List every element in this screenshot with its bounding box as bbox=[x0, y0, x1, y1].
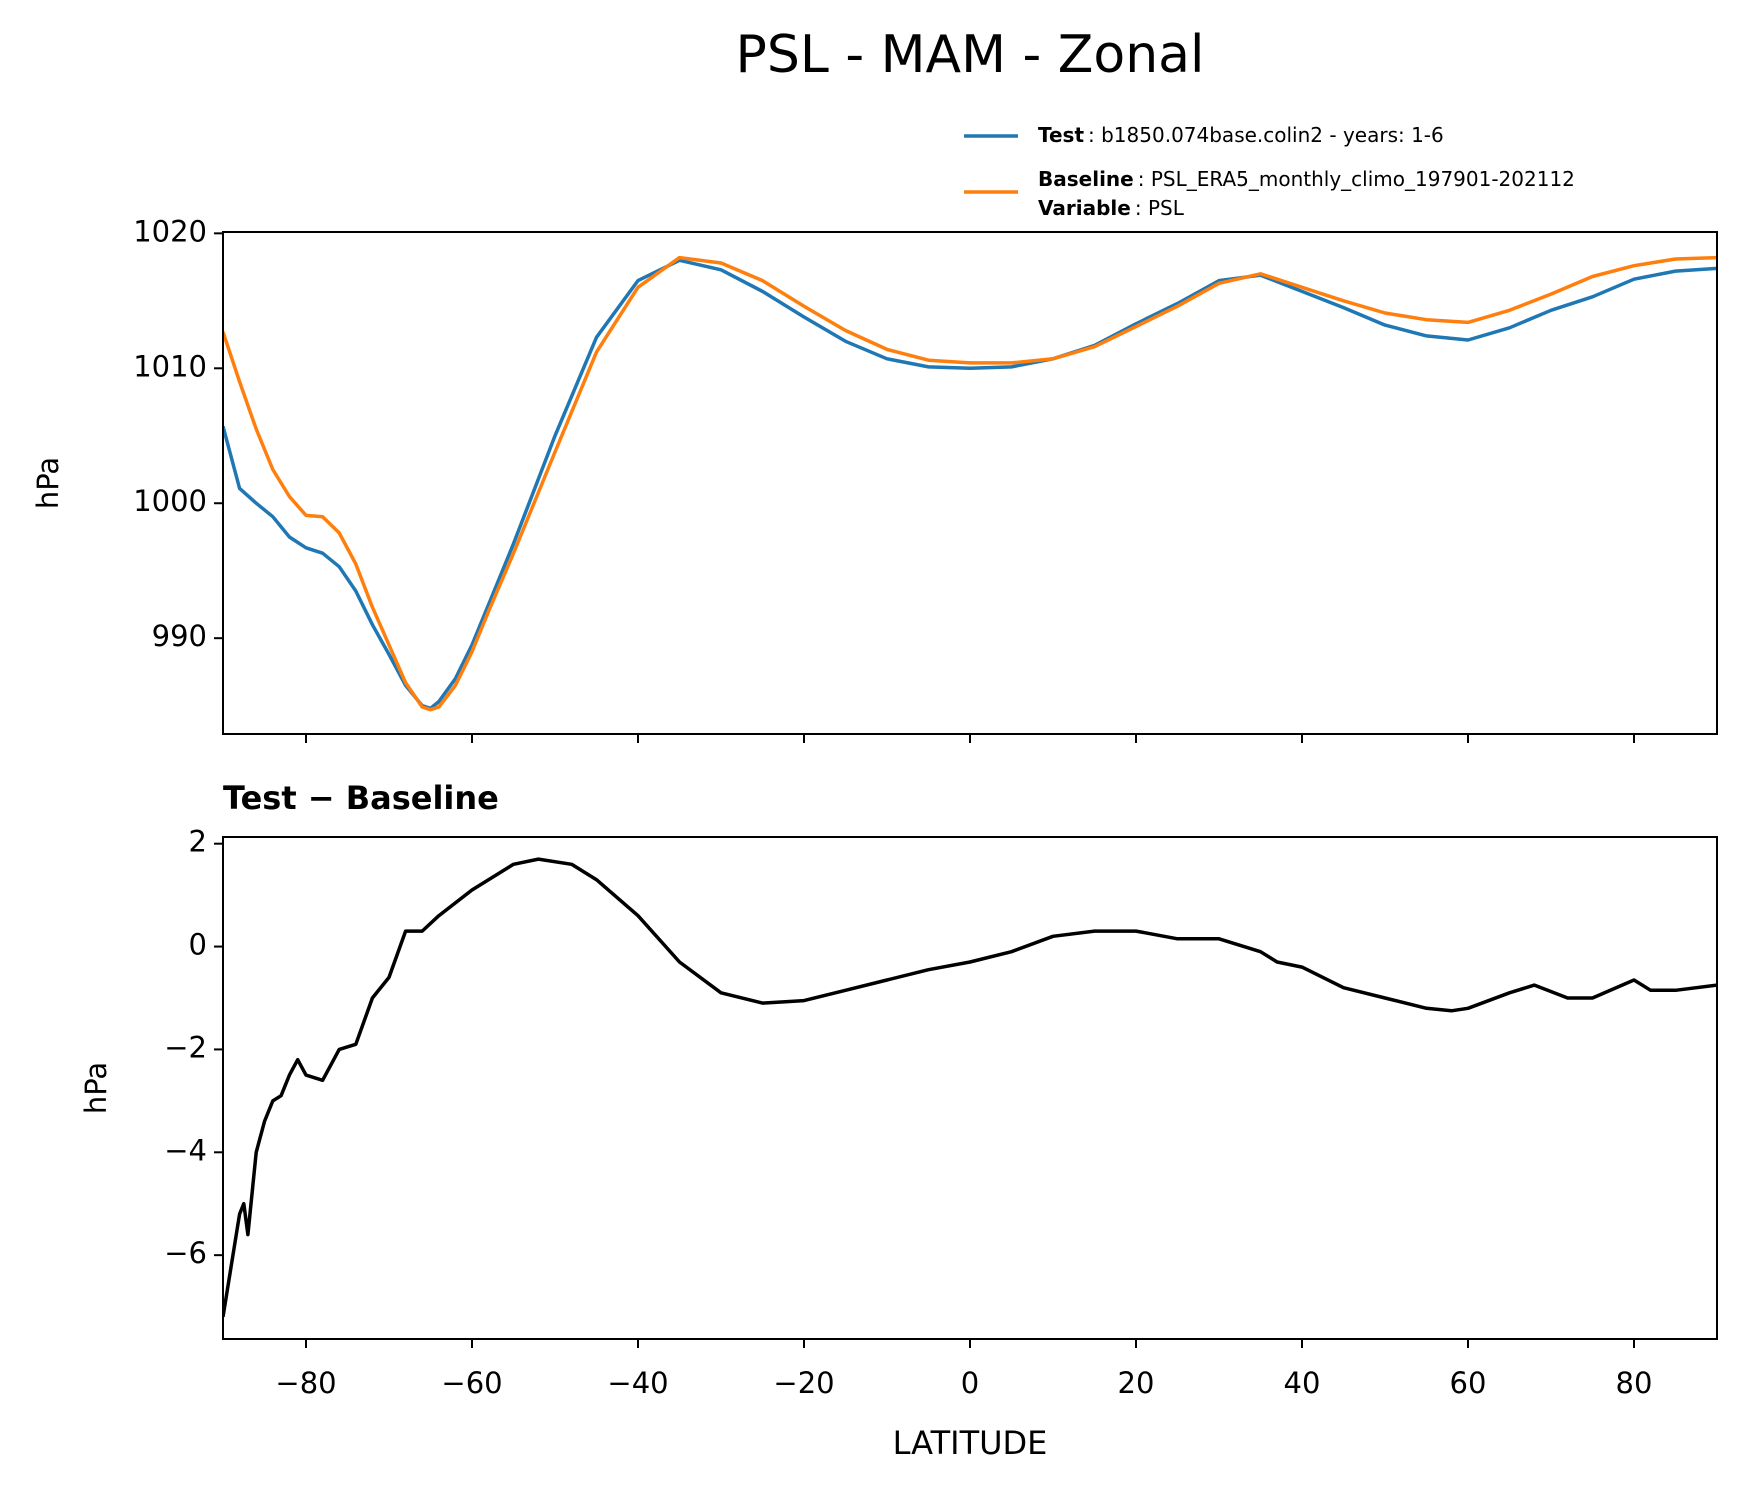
y-axis-label: hPa bbox=[79, 1062, 113, 1114]
y-tick-label: 0 bbox=[189, 928, 207, 962]
y-tick-label: 990 bbox=[152, 619, 207, 653]
axes-frame bbox=[222, 231, 1718, 735]
legend-name: Variable bbox=[1038, 196, 1131, 220]
legend-name: Baseline bbox=[1038, 167, 1134, 191]
legend-description: : PSL_ERA5_monthly_climo_197901-202112 bbox=[1138, 167, 1575, 191]
legend-description: : PSL bbox=[1135, 196, 1185, 220]
legend-name: Test bbox=[1038, 123, 1084, 147]
x-tick-label: −20 bbox=[773, 1366, 834, 1400]
y-axis-label: hPa bbox=[31, 457, 65, 509]
plot-area bbox=[223, 857, 1717, 1318]
legend-entry: Test: b1850.074base.colin2 - years: 1-6 bbox=[1038, 123, 1444, 147]
x-tick-label: −80 bbox=[275, 1366, 336, 1400]
x-axis-label: LATITUDE bbox=[893, 1424, 1048, 1462]
x-tick-label: −40 bbox=[607, 1366, 668, 1400]
y-tick-label: −2 bbox=[164, 1030, 207, 1064]
data-line bbox=[223, 255, 1717, 712]
x-tick-label: 20 bbox=[1118, 1366, 1155, 1400]
legend-description: : b1850.074base.colin2 - years: 1-6 bbox=[1088, 123, 1444, 147]
y-tick-label: 1020 bbox=[133, 214, 207, 248]
y-tick-label: 1000 bbox=[133, 484, 207, 518]
y-tick-label: 2 bbox=[189, 825, 207, 859]
x-tick-label: 80 bbox=[1616, 1366, 1653, 1400]
data-line bbox=[223, 857, 1717, 1318]
x-tick-label: 40 bbox=[1284, 1366, 1321, 1400]
y-tick-label: −4 bbox=[164, 1133, 207, 1167]
plot-area bbox=[223, 255, 1717, 712]
legend-entry: Baseline: PSL_ERA5_monthly_climo_197901-… bbox=[1038, 167, 1575, 191]
figure-title: PSL - MAM - Zonal bbox=[736, 25, 1205, 85]
x-tick-label: 60 bbox=[1450, 1366, 1487, 1400]
data-line bbox=[223, 258, 1717, 711]
legend-entry: Variable: PSL bbox=[1038, 196, 1185, 220]
axes-frame bbox=[222, 836, 1718, 1340]
y-tick-label: −6 bbox=[164, 1236, 207, 1270]
y-tick-label: 1010 bbox=[133, 349, 207, 383]
x-tick-label: −60 bbox=[441, 1366, 502, 1400]
axes-title: Test − Baseline bbox=[223, 779, 499, 817]
x-tick-label: 0 bbox=[961, 1366, 979, 1400]
